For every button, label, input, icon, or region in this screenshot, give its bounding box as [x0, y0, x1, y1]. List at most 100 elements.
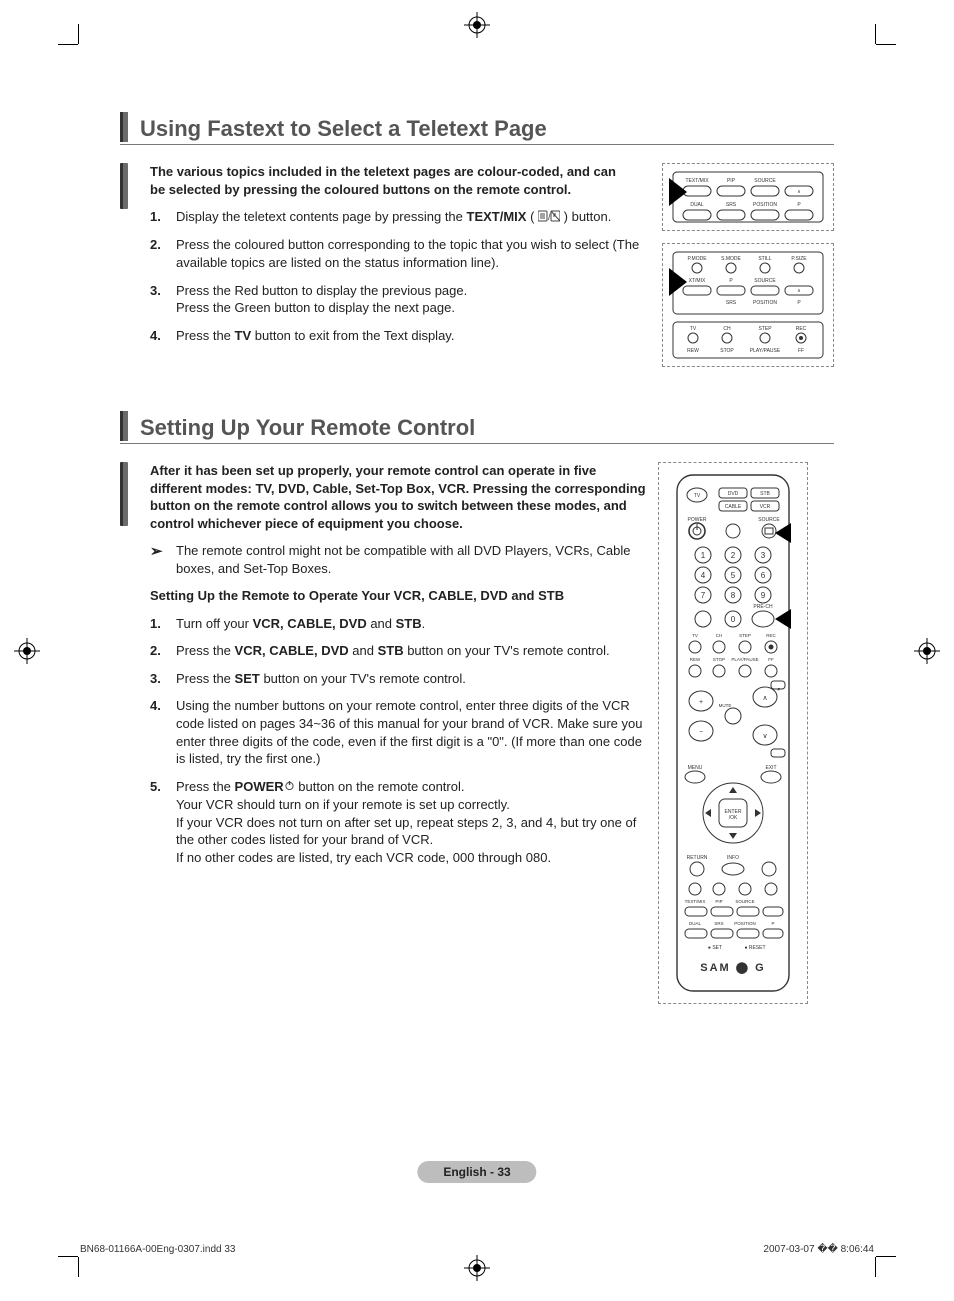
step-number: 3.	[150, 282, 176, 317]
crop-mark	[78, 24, 79, 44]
step-text: Press the POWER button on the remote con…	[176, 778, 650, 867]
registration-mark-icon	[14, 638, 40, 664]
step-number: 1.	[150, 208, 176, 226]
svg-text:POWER: POWER	[688, 517, 707, 523]
step-text: Display the teletext contents page by pr…	[176, 208, 648, 226]
svg-text:REW: REW	[690, 657, 701, 662]
svg-text:5: 5	[731, 571, 736, 580]
svg-text:SOURCE: SOURCE	[754, 278, 776, 284]
side-bar-icon	[120, 462, 128, 526]
svg-text:1: 1	[701, 551, 706, 560]
remote-detail-icon: TEXT/MIXPIPSOURCE ∧ DUALSRSPOSITIONP	[669, 170, 827, 224]
teletext-mix-icon: /	[538, 209, 560, 227]
svg-text:3: 3	[761, 551, 766, 560]
svg-text:STOP: STOP	[713, 657, 725, 662]
svg-text:TV: TV	[690, 326, 697, 332]
list-item: 3. Press the Red button to display the p…	[150, 282, 648, 317]
svg-text:P: P	[777, 687, 780, 692]
step-number: 5.	[150, 778, 176, 867]
step-number: 1.	[150, 615, 176, 633]
step-text: Press the SET button on your TV's remote…	[176, 670, 650, 688]
subheading: Setting Up the Remote to Operate Your VC…	[150, 587, 650, 605]
svg-text:SOURCE: SOURCE	[735, 899, 754, 904]
step-text: Press the coloured button corresponding …	[176, 236, 648, 271]
footer-filename: BN68-01166A-00Eng-0307.indd 33	[80, 1244, 236, 1255]
svg-text:SRS: SRS	[726, 300, 737, 306]
remote-full-figure: TV DVD STB CABLE VCR POWERSOURCE	[658, 462, 808, 1004]
svg-text:∨: ∨	[762, 733, 767, 740]
svg-text:SRS: SRS	[726, 202, 737, 208]
print-footer: BN68-01166A-00Eng-0307.indd 33 2007-03-0…	[80, 1240, 874, 1255]
section-title: Setting Up Your Remote Control	[140, 415, 475, 441]
step-text: Press the Red button to display the prev…	[176, 282, 648, 317]
svg-text:−: −	[699, 729, 703, 736]
svg-text:DUAL: DUAL	[689, 921, 702, 926]
svg-text:STILL: STILL	[758, 256, 772, 262]
list-item: 1. Display the teletext contents page by…	[150, 208, 648, 226]
list-item: 5. Press the POWER button on the remote …	[150, 778, 650, 867]
svg-text:0: 0	[731, 615, 736, 624]
svg-text:POSITION: POSITION	[753, 202, 777, 208]
list-item: 4. Press the TV button to exit from the …	[150, 327, 648, 345]
svg-text:XT/MIX: XT/MIX	[689, 278, 706, 284]
heading-bar-icon	[120, 112, 128, 142]
svg-text:SRS: SRS	[714, 921, 723, 926]
svg-text:SOURCE: SOURCE	[758, 517, 780, 523]
svg-text:CH: CH	[716, 633, 723, 638]
section-body: The various topics included in the telet…	[120, 163, 834, 379]
svg-text:● RESET: ● RESET	[744, 945, 765, 951]
list-item: 1. Turn off your VCR, CABLE, DVD and STB…	[150, 615, 650, 633]
svg-text:∧: ∧	[762, 695, 767, 702]
step-number: 4.	[150, 327, 176, 345]
svg-text:STEP: STEP	[758, 326, 772, 332]
svg-text:REC: REC	[796, 326, 807, 332]
svg-text:8: 8	[731, 591, 736, 600]
steps-list: 1. Display the teletext contents page by…	[150, 208, 648, 344]
svg-text:+: +	[699, 699, 703, 706]
note-row: ➢ The remote control might not be compat…	[150, 542, 650, 577]
section-title: Using Fastext to Select a Teletext Page	[140, 116, 547, 142]
svg-text:PLAY/PAUSE: PLAY/PAUSE	[731, 657, 758, 662]
crop-mark	[875, 24, 876, 44]
svg-text:PIP: PIP	[727, 178, 736, 184]
crop-mark	[78, 1257, 79, 1277]
page-number-pill: English - 33	[417, 1161, 536, 1183]
svg-text:TV: TV	[694, 493, 701, 499]
svg-text:9: 9	[761, 591, 766, 600]
svg-text:MUTE: MUTE	[719, 703, 732, 708]
svg-text:S.MODE: S.MODE	[721, 256, 741, 262]
svg-text:SOURCE: SOURCE	[754, 178, 776, 184]
svg-text:FF: FF	[768, 657, 774, 662]
crop-mark	[58, 1256, 78, 1257]
svg-text:CABLE: CABLE	[725, 504, 742, 510]
svg-text:STOP: STOP	[720, 348, 734, 354]
step-number: 3.	[150, 670, 176, 688]
list-item: 4. Using the number buttons on your remo…	[150, 697, 650, 767]
svg-text:P.MODE: P.MODE	[687, 256, 707, 262]
svg-text:● SET: ● SET	[708, 945, 722, 951]
remote-full-icon: TV DVD STB CABLE VCR POWERSOURCE	[675, 473, 791, 993]
svg-text:PIP: PIP	[715, 899, 722, 904]
svg-text:P.SIZE: P.SIZE	[791, 256, 807, 262]
svg-text:4: 4	[701, 571, 706, 580]
section-heading: Setting Up Your Remote Control	[120, 411, 834, 444]
registration-mark-icon	[464, 12, 490, 38]
svg-text:POSITION: POSITION	[753, 300, 777, 306]
svg-text:2: 2	[731, 551, 736, 560]
svg-text:DVD: DVD	[728, 491, 739, 497]
svg-text:POSITION: POSITION	[734, 921, 756, 926]
svg-text:REC: REC	[766, 633, 776, 638]
crop-mark	[58, 44, 78, 45]
svg-text:TV: TV	[692, 633, 698, 638]
step-number: 4.	[150, 697, 176, 767]
figure-column: TEXT/MIXPIPSOURCE ∧ DUALSRSPOSITIONP	[662, 163, 834, 379]
section-heading: Using Fastext to Select a Teletext Page	[120, 112, 834, 145]
crop-mark	[876, 1256, 896, 1257]
svg-text:6: 6	[761, 571, 766, 580]
svg-text:MENU: MENU	[688, 765, 703, 771]
list-item: 2. Press the VCR, CABLE, DVD and STB but…	[150, 642, 650, 660]
section-body: After it has been set up properly, your …	[120, 462, 834, 1016]
svg-text:SAM ⬤ G: SAM ⬤ G	[700, 962, 765, 974]
svg-text:/OK: /OK	[729, 815, 738, 821]
svg-text:PRE-CH: PRE-CH	[753, 604, 773, 610]
